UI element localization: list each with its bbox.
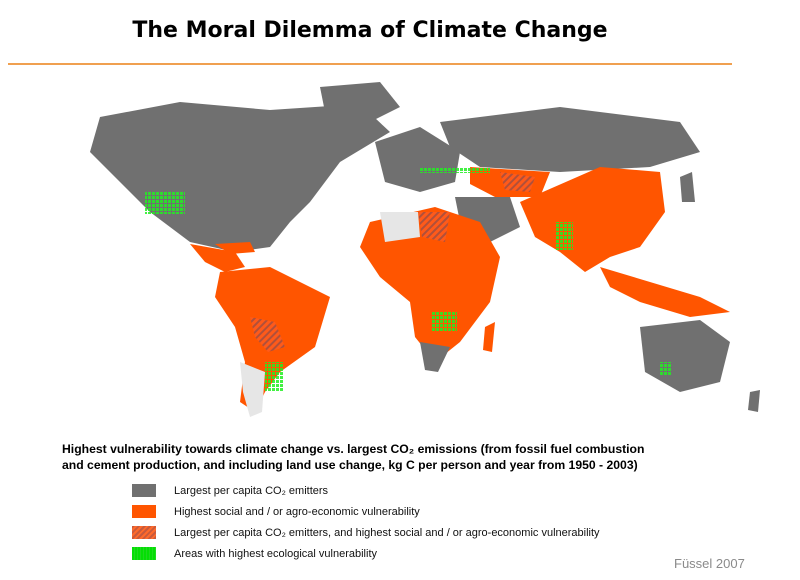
region-africa — [360, 207, 500, 362]
region-southern-cone — [240, 362, 265, 417]
region-north-africa-both — [418, 212, 450, 242]
region-sahara — [380, 212, 420, 242]
region-caribbean — [215, 242, 255, 254]
world-map — [90, 82, 760, 417]
region-japan — [680, 172, 695, 202]
eco-area-north-america — [145, 192, 185, 214]
region-europe — [375, 127, 460, 192]
legend-item-ecological: Areas with highest ecological vulnerabil… — [132, 543, 600, 564]
region-north-america — [90, 102, 390, 252]
eco-area-europe — [420, 167, 490, 173]
region-new-zealand — [748, 390, 760, 412]
region-madagascar — [483, 322, 495, 352]
eco-area-south-america — [265, 362, 283, 392]
eco-area-australia — [660, 362, 672, 376]
region-southeast-asia — [600, 267, 730, 317]
region-greenland — [320, 82, 400, 127]
legend-swatch-emitters — [132, 484, 156, 497]
eco-area-asia — [555, 222, 573, 250]
legend-label-both: Largest per capita CO₂ emitters, and hig… — [174, 526, 600, 539]
region-central-america — [190, 244, 245, 272]
legend-swatch-ecological — [132, 547, 156, 560]
region-southern-africa — [420, 342, 450, 372]
map-legend: Largest per capita CO₂ emitters Highest … — [132, 480, 600, 564]
legend-swatch-both — [132, 526, 156, 539]
page-title: The Moral Dilemma of Climate Change — [132, 18, 608, 43]
legend-label-vulnerable: Highest social and / or agro-economic vu… — [174, 505, 420, 518]
caption-line-2: and cement production, and including lan… — [62, 458, 638, 472]
legend-label-ecological: Areas with highest ecological vulnerabil… — [174, 547, 377, 560]
caption-line-1: Highest vulnerability towards climate ch… — [62, 442, 645, 456]
region-middle-east — [455, 197, 520, 242]
source-credit: Füssel 2007 — [674, 556, 745, 571]
region-russia — [440, 107, 700, 172]
map-caption: Highest vulnerability towards climate ch… — [62, 441, 762, 473]
legend-swatch-vulnerable — [132, 505, 156, 518]
region-central-asia-both — [500, 172, 535, 192]
legend-item-emitters: Largest per capita CO₂ emitters — [132, 480, 600, 501]
region-south-america-both — [250, 317, 285, 352]
title-divider — [8, 63, 732, 65]
legend-item-both: Largest per capita CO₂ emitters, and hig… — [132, 522, 600, 543]
eco-area-africa — [432, 312, 457, 332]
region-australia — [640, 320, 730, 392]
legend-label-emitters: Largest per capita CO₂ emitters — [174, 484, 329, 497]
legend-item-vulnerable: Highest social and / or agro-economic vu… — [132, 501, 600, 522]
